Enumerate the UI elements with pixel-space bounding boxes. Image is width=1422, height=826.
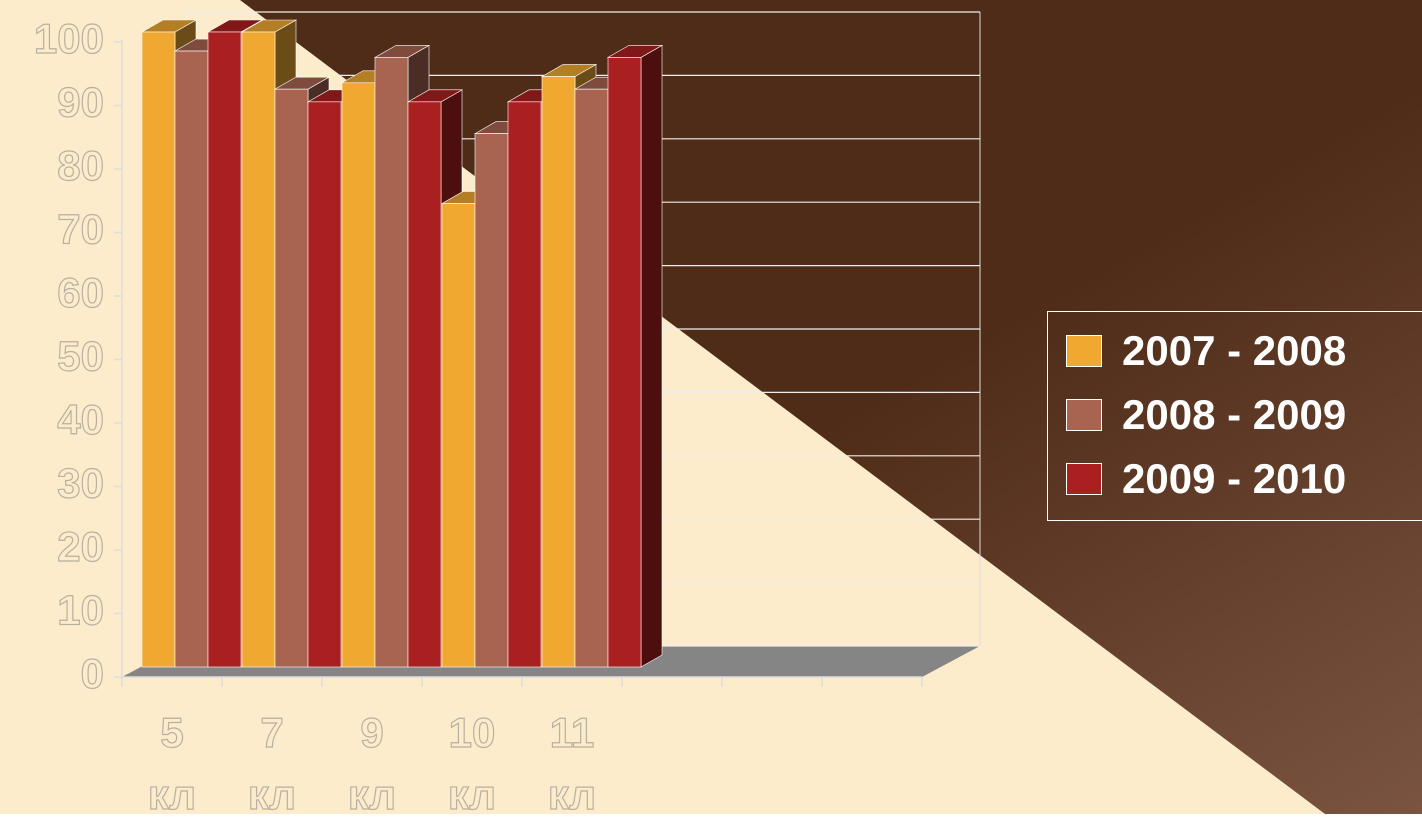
- x-tick-label: 11 кл: [547, 708, 597, 818]
- y-tick-label: 40: [57, 396, 104, 443]
- y-tick-label: 0: [81, 650, 104, 697]
- bar-front: [541, 76, 576, 668]
- bar-front: [274, 88, 309, 668]
- legend-item: 2007 - 2008: [1066, 326, 1346, 376]
- bar-front: [174, 50, 209, 668]
- legend-item: 2008 - 2009: [1066, 390, 1346, 440]
- bar: [606, 44, 664, 668]
- legend-label: 2009 - 2010: [1122, 455, 1347, 502]
- bar-front: [407, 101, 442, 668]
- x-tick-label: 5 кл: [147, 708, 197, 818]
- legend-item: 2009 - 2010: [1066, 454, 1346, 504]
- legend-swatch: [1066, 399, 1102, 431]
- bar-front: [474, 133, 509, 668]
- legend: 2007 - 2008 2008 - 2009 2009 - 2010: [1047, 311, 1422, 521]
- y-tick-label: 60: [57, 269, 104, 316]
- bar-front: [341, 82, 376, 668]
- y-tick-label: 30: [57, 460, 104, 507]
- bar-front: [607, 57, 642, 668]
- bar-front: [574, 88, 609, 668]
- bar-front: [141, 31, 176, 668]
- bar-front: [374, 57, 409, 668]
- bar-front: [207, 31, 242, 668]
- y-tick-label: 100: [34, 15, 104, 62]
- bar-front: [307, 101, 342, 668]
- y-tick-label: 70: [57, 206, 104, 253]
- x-tick-label: 9 кл: [347, 708, 397, 818]
- x-tick-label: 10 кл: [447, 708, 497, 818]
- bar-front: [241, 31, 276, 668]
- legend-swatch: [1066, 463, 1102, 495]
- x-tick-label: 7 кл: [247, 708, 297, 818]
- y-tick-label: 90: [57, 79, 104, 126]
- y-tick-label: 50: [57, 333, 104, 380]
- y-tick-label: 10: [57, 587, 104, 634]
- bar-side: [640, 44, 663, 668]
- bar-front: [441, 203, 476, 668]
- legend-label: 2007 - 2008: [1122, 327, 1347, 374]
- y-tick-label: 80: [57, 142, 104, 189]
- legend-swatch: [1066, 335, 1102, 367]
- y-tick-label: 20: [57, 523, 104, 570]
- legend-label: 2008 - 2009: [1122, 391, 1347, 438]
- bar-front: [507, 101, 542, 668]
